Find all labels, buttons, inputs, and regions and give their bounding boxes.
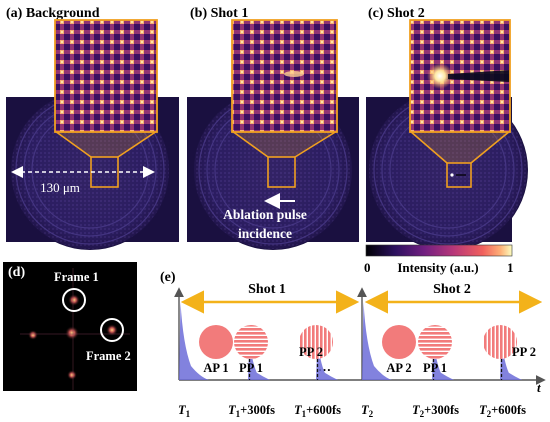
pulse-label-3: PP 2 [299, 345, 323, 359]
time-axis-label: t [537, 380, 541, 395]
frame2-label: Frame 2 [86, 349, 131, 363]
pulse-label-2: PP 1 [239, 361, 263, 375]
panel-d: (d) Frame 1 Frame 2 [3, 262, 137, 391]
pulse-disc-2 [234, 325, 268, 359]
shot2-label: Shot 2 [433, 282, 471, 297]
panel-b-roi-box [267, 156, 296, 188]
pulse-label-5: PP 1 [423, 361, 447, 375]
panel-c: (c) Shot 2 0 Intensity (a.u.) 1 [364, 6, 528, 275]
panel-b: (b) Shot 1 Ablation pulse incidence [187, 6, 359, 250]
time-tick-label-5: T2+300fs [412, 403, 459, 419]
time-tick-label-6: T2+600fs [479, 403, 526, 419]
pulses-layer: AP 1 T1 PP 1 T1+300fs PP 2 T1+600fs AP 2 T2 PP 1… [178, 302, 536, 419]
time-tick-label-2: T1+300fs [228, 403, 275, 419]
panel-b-title: (b) Shot 1 [190, 6, 248, 21]
pulse-disc-5 [418, 325, 452, 359]
pulse-disc-4 [382, 325, 416, 359]
pulse-shape-1 [179, 302, 209, 380]
panel-b-zoom-inset [232, 20, 337, 132]
frame1-label: Frame 1 [54, 270, 99, 284]
pulse-disc-3 [299, 325, 333, 359]
pulse-shape-4 [362, 302, 392, 380]
ablation-label-line2: incidence [238, 226, 292, 241]
shot1-label: Shot 1 [248, 282, 286, 297]
colorbar-title: Intensity (a.u.) [397, 260, 478, 275]
panel-c-title: (c) Shot 2 [368, 6, 425, 21]
pulse-shape-5 [432, 340, 454, 380]
colorbar-min-label: 0 [364, 260, 371, 275]
frame2-ring [100, 318, 124, 342]
panel-e-title: (e) [160, 270, 176, 285]
pulse-label-6: PP 2 [512, 345, 536, 359]
pulse-shape-3 [316, 340, 338, 380]
panel-a-zoom-inset [55, 20, 157, 132]
ablation-label-line1: Ablation pulse [223, 207, 307, 222]
colorbar [365, 244, 513, 257]
scale-label: 130 μm [40, 180, 80, 195]
pulse-label-4: AP 2 [386, 361, 411, 375]
time-tick-label-4: T2 [361, 403, 374, 419]
pulse-disc-1 [199, 325, 233, 359]
panel-a: (a) Background 130 μm [6, 6, 179, 250]
pulse-label-1: AP 1 [203, 361, 228, 375]
colorbar-max-label: 1 [507, 260, 514, 275]
panel-d-title: (d) [8, 265, 25, 280]
panel-a-title: (a) Background [6, 6, 100, 21]
pulse-shape-2 [248, 340, 270, 380]
frame1-ring [62, 288, 86, 312]
ablation-hotspot [427, 63, 453, 89]
time-tick-label-1: T1 [178, 403, 191, 419]
panel-c-roi-box [446, 162, 472, 188]
time-tick-label-3: T1+600fs [294, 403, 341, 419]
pulse-shape-6 [500, 340, 522, 380]
pulse-disc-6 [483, 325, 517, 359]
